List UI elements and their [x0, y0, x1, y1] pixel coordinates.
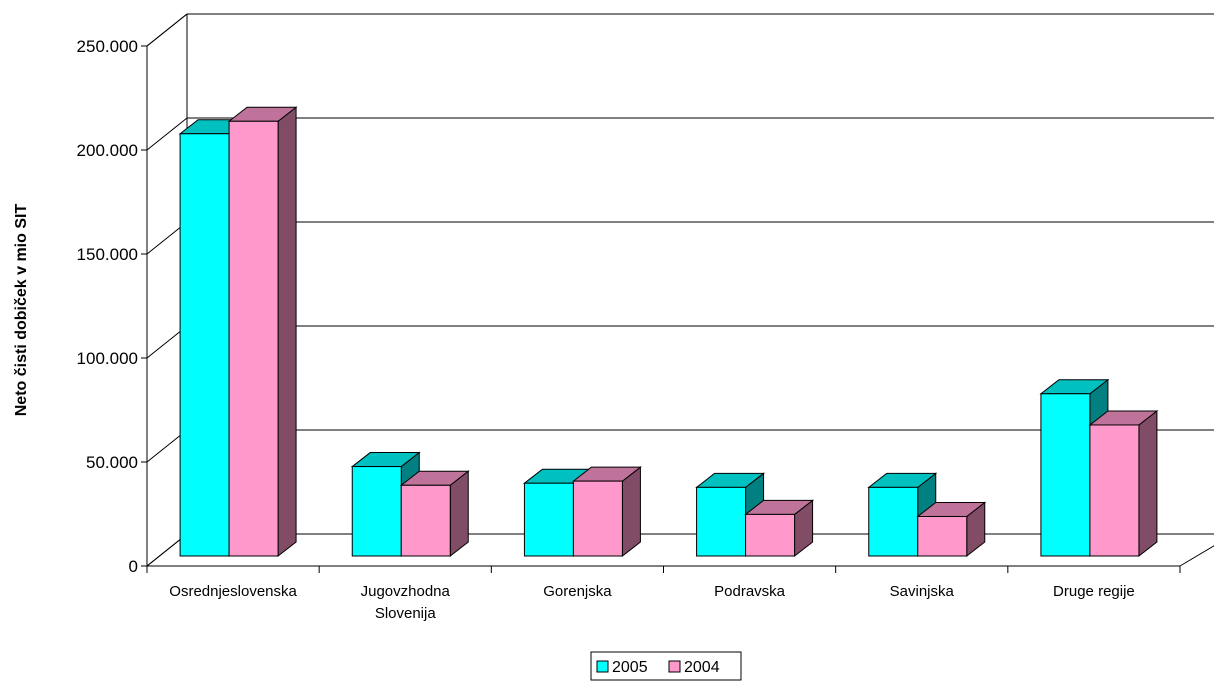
- x-category-label: Jugovzhodna: [361, 583, 451, 600]
- bar-front: [1040, 393, 1091, 557]
- x-category-label: Slovenija: [375, 605, 437, 622]
- bar-front: [523, 482, 574, 557]
- bar-front: [745, 513, 796, 557]
- bar-front: [868, 486, 919, 557]
- bar-front: [351, 466, 402, 557]
- x-category-label: Savinjska: [890, 583, 955, 600]
- x-category-label: Gorenjska: [543, 583, 612, 600]
- gridline-side: [146, 13, 188, 47]
- floor-right-edge: [1179, 545, 1214, 567]
- bar-side: [621, 466, 641, 558]
- x-category-label: Osrednjeslovenska: [169, 583, 297, 600]
- bar-2004-5: [1088, 409, 1159, 558]
- gridline-side: [146, 117, 188, 151]
- legend-box: [590, 651, 742, 681]
- x-axis-labels: Osrednjeslovenska Jugovzhodna Slovenija Gor…: [146, 566, 1181, 622]
- legend: 2005 2004: [590, 651, 742, 681]
- bar-side: [449, 470, 469, 558]
- y-tick-label: 50.000: [86, 453, 138, 472]
- x-category-label: Druge regije: [1053, 583, 1135, 600]
- y-tick-label: 100.000: [77, 349, 138, 368]
- bar-2004-4: [916, 501, 987, 558]
- bar-side: [1138, 409, 1158, 558]
- bar-2005-1: [350, 451, 421, 558]
- bar-side: [277, 106, 297, 558]
- bar-front: [572, 480, 623, 557]
- bar-2004-3: [744, 499, 815, 558]
- bars: [178, 106, 1159, 558]
- bar-front: [917, 515, 968, 557]
- legend-label-2005: 2005: [612, 659, 648, 676]
- bar-front: [696, 486, 747, 557]
- legend-label-2004: 2004: [684, 659, 720, 676]
- x-category-label: Podravska: [714, 583, 786, 600]
- legend-swatch-2004: [668, 660, 681, 673]
- bar-2004-0: [227, 106, 298, 558]
- bar-front: [400, 484, 451, 557]
- y-tick-label: 150.000: [77, 245, 138, 264]
- bar-front: [228, 120, 279, 557]
- bar-2004-1: [399, 470, 470, 558]
- y-tick-label: 0: [129, 557, 138, 576]
- bar-front: [1089, 424, 1140, 557]
- y-axis-label: Neto čisti dobiček v mio SIT: [13, 204, 30, 417]
- y-tick-label: 250.000: [77, 37, 138, 56]
- bar-2004-2: [571, 466, 642, 558]
- y-axis-ticks: 0 50.000 100.000 150.000 200.000 250.000: [77, 37, 147, 576]
- bar-front: [179, 133, 230, 557]
- legend-swatch-2005: [596, 660, 609, 673]
- y-tick-label: 200.000: [77, 141, 138, 160]
